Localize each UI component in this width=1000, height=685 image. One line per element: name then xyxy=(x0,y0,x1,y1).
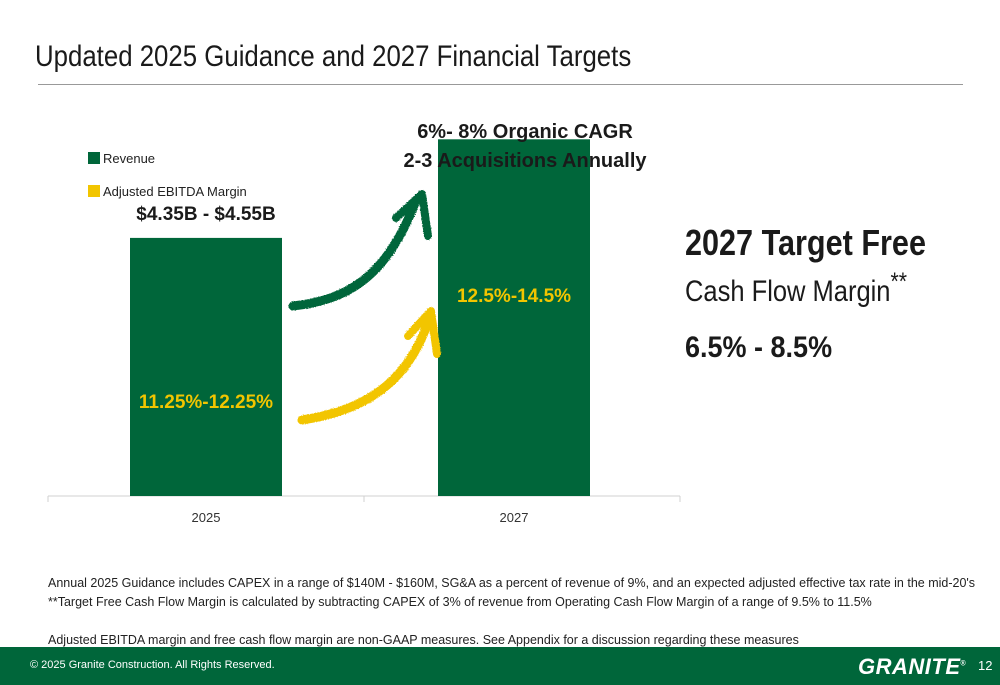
revenue-bar-2027 xyxy=(438,139,590,497)
x-tick-label-2027: 2027 xyxy=(500,510,529,525)
revenue-range-label-2025: $4.35B - $4.55B xyxy=(136,204,275,225)
copyright-text: © 2025 Granite Construction. All Rights … xyxy=(30,659,275,671)
page-title: Updated 2025 Guidance and 2027 Financial… xyxy=(35,40,632,73)
footnote-fcf-definition: **Target Free Cash Flow Margin is calcul… xyxy=(48,595,872,609)
footnote-non-gaap: Adjusted EBITDA margin and free cash flo… xyxy=(48,633,799,647)
logo-registered-mark: ® xyxy=(960,660,967,668)
revenue-bar-2025 xyxy=(130,237,282,496)
annotation-line-acquisitions: 2-3 Acquisitions Annually xyxy=(403,150,647,172)
ebitda-growth-arrow xyxy=(297,307,441,425)
chart-legend: Revenue Adjusted EBITDA Margin xyxy=(88,150,247,216)
page-number: 12 xyxy=(978,658,993,673)
bar-chart: 2025 $4.35B - $4.55B 11.25%-12.25% 2027 12.5… xyxy=(47,139,681,525)
ebitda-margin-label-2027: 12.5%-14.5% xyxy=(457,286,571,307)
fcf-target-callout: 2027 Target Free Cash Flow Margin** 6.5%… xyxy=(685,222,968,365)
ebitda-margin-label-2025: 11.25%-12.25% xyxy=(139,392,273,413)
legend-item-ebitda: Adjusted EBITDA Margin xyxy=(88,183,247,199)
footnote-spacer xyxy=(48,612,975,631)
target-subheading-text: Cash Flow Margin xyxy=(685,275,891,308)
footnotes: Annual 2025 Guidance includes CAPEX in a… xyxy=(48,574,975,650)
footer-bar: © 2025 Granite Construction. All Rights … xyxy=(0,647,1000,685)
target-footnote-marker: ** xyxy=(890,268,908,296)
footnote-guidance: Annual 2025 Guidance includes CAPEX in a… xyxy=(48,576,976,590)
legend-label-revenue: Revenue xyxy=(103,150,156,166)
target-value: 6.5% - 8.5% xyxy=(685,331,833,364)
revenue-growth-arrow xyxy=(288,190,432,311)
legend-item-revenue: Revenue xyxy=(88,150,247,166)
legend-swatch-ebitda xyxy=(88,185,100,197)
legend-swatch-revenue xyxy=(88,152,100,164)
growth-annotation: 6%- 8% Organic CAGR 2-3 Acquisitions Ann… xyxy=(395,118,655,176)
target-heading: 2027 Target Free xyxy=(685,222,926,263)
x-tick-label-2025: 2025 xyxy=(192,510,221,525)
annotation-line-cagr: 6%- 8% Organic CAGR xyxy=(417,121,633,143)
title-divider xyxy=(38,84,963,85)
legend-label-ebitda: Adjusted EBITDA Margin xyxy=(103,183,247,199)
granite-logo: GRANITE® xyxy=(858,654,966,680)
target-subheading: Cash Flow Margin** xyxy=(685,268,926,309)
logo-text: GRANITE xyxy=(858,654,961,679)
